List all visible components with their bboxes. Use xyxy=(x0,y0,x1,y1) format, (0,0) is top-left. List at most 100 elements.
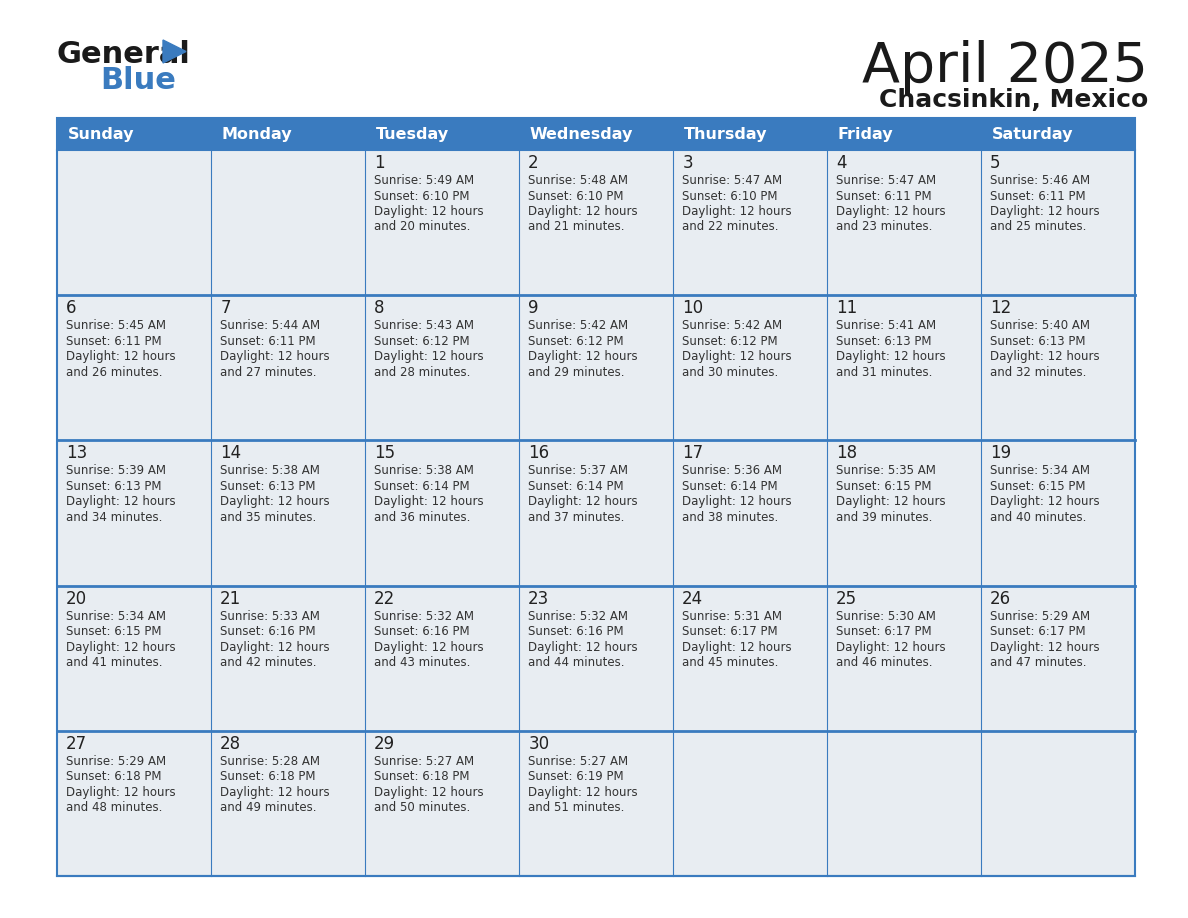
Bar xyxy=(981,731,1135,876)
Bar xyxy=(211,296,365,441)
Text: Sunset: 6:10 PM: Sunset: 6:10 PM xyxy=(529,189,624,203)
Text: Sunset: 6:11 PM: Sunset: 6:11 PM xyxy=(836,189,931,203)
Text: Sunrise: 5:38 AM: Sunrise: 5:38 AM xyxy=(220,465,320,477)
Text: Sunrise: 5:36 AM: Sunrise: 5:36 AM xyxy=(682,465,782,477)
Text: 13: 13 xyxy=(67,444,88,463)
Bar xyxy=(519,441,672,586)
Text: 15: 15 xyxy=(374,444,396,463)
Text: and 23 minutes.: and 23 minutes. xyxy=(836,220,933,233)
Text: Sunrise: 5:37 AM: Sunrise: 5:37 AM xyxy=(529,465,628,477)
Text: Sunrise: 5:31 AM: Sunrise: 5:31 AM xyxy=(682,610,782,622)
Text: 21: 21 xyxy=(220,589,241,608)
Text: Sunset: 6:14 PM: Sunset: 6:14 PM xyxy=(529,480,624,493)
Bar xyxy=(57,150,211,296)
Text: 18: 18 xyxy=(836,444,858,463)
Text: Sunrise: 5:41 AM: Sunrise: 5:41 AM xyxy=(836,319,936,332)
Text: Sunrise: 5:29 AM: Sunrise: 5:29 AM xyxy=(67,755,166,767)
Bar xyxy=(365,731,519,876)
Text: Daylight: 12 hours: Daylight: 12 hours xyxy=(682,205,792,218)
Text: Daylight: 12 hours: Daylight: 12 hours xyxy=(67,496,176,509)
Text: Daylight: 12 hours: Daylight: 12 hours xyxy=(529,641,638,654)
Bar xyxy=(827,586,981,731)
Text: Daylight: 12 hours: Daylight: 12 hours xyxy=(67,350,176,364)
Text: Sunrise: 5:33 AM: Sunrise: 5:33 AM xyxy=(220,610,320,622)
Text: Daylight: 12 hours: Daylight: 12 hours xyxy=(682,496,792,509)
Text: Daylight: 12 hours: Daylight: 12 hours xyxy=(991,205,1100,218)
Text: Sunset: 6:17 PM: Sunset: 6:17 PM xyxy=(836,625,931,638)
Text: 17: 17 xyxy=(682,444,703,463)
Text: 8: 8 xyxy=(374,299,385,318)
Text: Sunrise: 5:44 AM: Sunrise: 5:44 AM xyxy=(220,319,321,332)
Text: Daylight: 12 hours: Daylight: 12 hours xyxy=(836,641,946,654)
Text: 6: 6 xyxy=(67,299,77,318)
Bar xyxy=(519,296,672,441)
Text: 7: 7 xyxy=(220,299,230,318)
Text: Daylight: 12 hours: Daylight: 12 hours xyxy=(67,786,176,799)
Text: 2: 2 xyxy=(529,154,539,172)
Text: Sunrise: 5:34 AM: Sunrise: 5:34 AM xyxy=(991,465,1091,477)
Text: Daylight: 12 hours: Daylight: 12 hours xyxy=(220,641,330,654)
Bar xyxy=(672,150,827,296)
Text: Daylight: 12 hours: Daylight: 12 hours xyxy=(682,350,792,364)
Text: Thursday: Thursday xyxy=(684,127,767,141)
Text: Daylight: 12 hours: Daylight: 12 hours xyxy=(991,496,1100,509)
Text: and 37 minutes.: and 37 minutes. xyxy=(529,511,625,524)
Text: and 27 minutes.: and 27 minutes. xyxy=(220,365,317,379)
Text: April 2025: April 2025 xyxy=(862,40,1148,94)
Text: Sunrise: 5:32 AM: Sunrise: 5:32 AM xyxy=(374,610,474,622)
Bar xyxy=(827,150,981,296)
Text: Sunset: 6:13 PM: Sunset: 6:13 PM xyxy=(991,335,1086,348)
Text: and 44 minutes.: and 44 minutes. xyxy=(529,656,625,669)
Bar xyxy=(57,296,211,441)
Text: 29: 29 xyxy=(374,734,396,753)
Text: Sunset: 6:15 PM: Sunset: 6:15 PM xyxy=(67,625,162,638)
Bar xyxy=(672,731,827,876)
Text: 9: 9 xyxy=(529,299,538,318)
Bar xyxy=(57,441,211,586)
Bar xyxy=(365,150,519,296)
Bar xyxy=(981,150,1135,296)
Bar xyxy=(211,441,365,586)
Bar xyxy=(827,731,981,876)
Text: Sunset: 6:16 PM: Sunset: 6:16 PM xyxy=(374,625,470,638)
Text: Sunrise: 5:46 AM: Sunrise: 5:46 AM xyxy=(991,174,1091,187)
Text: Sunset: 6:11 PM: Sunset: 6:11 PM xyxy=(991,189,1086,203)
Text: and 47 minutes.: and 47 minutes. xyxy=(991,656,1087,669)
Text: and 29 minutes.: and 29 minutes. xyxy=(529,365,625,379)
Text: 24: 24 xyxy=(682,589,703,608)
Text: Sunset: 6:12 PM: Sunset: 6:12 PM xyxy=(374,335,470,348)
Text: Daylight: 12 hours: Daylight: 12 hours xyxy=(220,496,330,509)
Text: Friday: Friday xyxy=(838,127,893,141)
Text: Daylight: 12 hours: Daylight: 12 hours xyxy=(529,205,638,218)
Text: Daylight: 12 hours: Daylight: 12 hours xyxy=(991,350,1100,364)
Text: Sunrise: 5:39 AM: Sunrise: 5:39 AM xyxy=(67,465,166,477)
Text: General: General xyxy=(57,40,191,69)
Text: Sunset: 6:13 PM: Sunset: 6:13 PM xyxy=(220,480,316,493)
Text: Sunset: 6:14 PM: Sunset: 6:14 PM xyxy=(374,480,470,493)
Text: Sunrise: 5:45 AM: Sunrise: 5:45 AM xyxy=(67,319,166,332)
Text: Sunset: 6:17 PM: Sunset: 6:17 PM xyxy=(682,625,778,638)
Text: Tuesday: Tuesday xyxy=(375,127,449,141)
Polygon shape xyxy=(163,40,187,63)
Text: Sunset: 6:18 PM: Sunset: 6:18 PM xyxy=(220,770,316,783)
Text: Sunrise: 5:47 AM: Sunrise: 5:47 AM xyxy=(682,174,783,187)
Text: 16: 16 xyxy=(529,444,549,463)
Text: 23: 23 xyxy=(529,589,550,608)
Text: Sunset: 6:13 PM: Sunset: 6:13 PM xyxy=(836,335,931,348)
Bar xyxy=(672,296,827,441)
Text: Sunrise: 5:40 AM: Sunrise: 5:40 AM xyxy=(991,319,1091,332)
Text: Daylight: 12 hours: Daylight: 12 hours xyxy=(836,205,946,218)
Bar xyxy=(827,441,981,586)
Text: and 31 minutes.: and 31 minutes. xyxy=(836,365,933,379)
Text: Sunrise: 5:47 AM: Sunrise: 5:47 AM xyxy=(836,174,936,187)
Text: Daylight: 12 hours: Daylight: 12 hours xyxy=(836,496,946,509)
Text: Sunset: 6:16 PM: Sunset: 6:16 PM xyxy=(529,625,624,638)
Text: Sunrise: 5:42 AM: Sunrise: 5:42 AM xyxy=(529,319,628,332)
Text: and 20 minutes.: and 20 minutes. xyxy=(374,220,470,233)
Bar xyxy=(519,731,672,876)
Text: and 36 minutes.: and 36 minutes. xyxy=(374,511,470,524)
Bar xyxy=(519,150,672,296)
Text: Sunrise: 5:28 AM: Sunrise: 5:28 AM xyxy=(220,755,321,767)
Text: Sunset: 6:11 PM: Sunset: 6:11 PM xyxy=(220,335,316,348)
Text: Sunrise: 5:29 AM: Sunrise: 5:29 AM xyxy=(991,610,1091,622)
